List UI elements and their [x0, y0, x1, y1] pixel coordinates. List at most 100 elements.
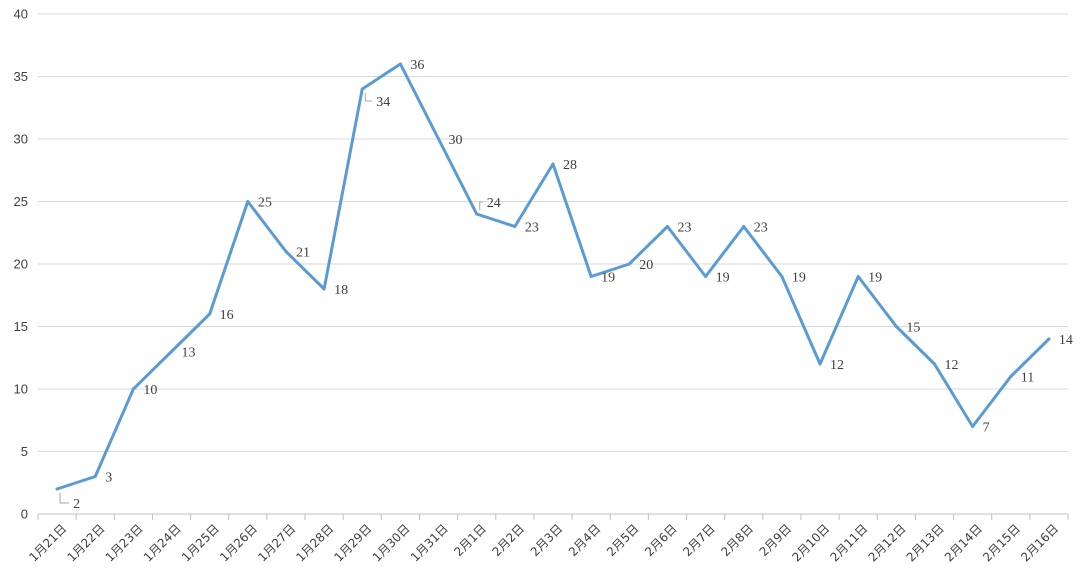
x-tick-label: 1月26日 — [217, 521, 260, 564]
data-label: 3 — [105, 471, 112, 486]
data-point — [322, 287, 326, 291]
data-point — [1009, 375, 1013, 378]
data-label: 30 — [449, 133, 463, 148]
data-point — [665, 225, 669, 228]
x-tick-label: 1月31日 — [408, 521, 451, 564]
x-tick-label: 1月24日 — [141, 521, 184, 564]
data-point — [818, 362, 822, 366]
data-labels: 2310131625211834363024232819202319231912… — [59, 58, 1073, 512]
x-tick-label: 2月5日 — [604, 521, 642, 559]
x-tick-label: 2月13日 — [904, 521, 947, 564]
series-line — [55, 62, 1051, 491]
y-tick-label: 40 — [14, 7, 28, 22]
y-tick-label: 10 — [14, 382, 28, 397]
data-point — [437, 137, 441, 141]
data-point — [246, 200, 250, 203]
data-point — [284, 250, 288, 253]
data-point — [971, 425, 975, 428]
data-point — [1047, 337, 1051, 341]
x-tick-label: 2月16日 — [1018, 521, 1061, 564]
data-label-leader-line — [364, 93, 373, 102]
data-label: 19 — [601, 271, 615, 286]
x-tick-label: 1月30日 — [370, 521, 413, 564]
data-label: 7 — [983, 421, 990, 436]
axes — [37, 513, 1069, 520]
y-axis-tick-labels: 0 5 10 15 20 25 30 35 40 — [14, 7, 28, 522]
x-tick-label: 2月8日 — [718, 521, 756, 559]
data-point — [589, 275, 593, 278]
data-point — [55, 487, 59, 491]
data-label: 11 — [1021, 371, 1034, 386]
data-label: 23 — [754, 221, 768, 236]
x-tick-label: 2月6日 — [642, 521, 680, 559]
data-label: 10 — [143, 383, 157, 398]
x-tick-label: 1月29日 — [332, 521, 375, 564]
data-point — [856, 275, 860, 278]
data-label: 15 — [906, 321, 920, 336]
data-label: 23 — [525, 221, 539, 236]
x-tick-label: 2月11日 — [827, 521, 870, 564]
data-label-leader-line — [479, 201, 483, 210]
y-tick-label: 0 — [21, 507, 28, 522]
data-label: 14 — [1059, 333, 1073, 348]
data-point — [475, 212, 479, 216]
data-label: 34 — [376, 95, 390, 110]
x-tick-label: 2月12日 — [866, 521, 909, 564]
data-label: 20 — [639, 258, 653, 273]
x-tick-label: 1月25日 — [179, 521, 222, 564]
x-tick-label: 1月22日 — [64, 521, 107, 564]
data-point — [742, 225, 746, 228]
y-tick-label: 35 — [14, 69, 28, 84]
x-tick-label: 2月4日 — [566, 521, 604, 559]
data-label: 18 — [334, 283, 348, 298]
x-tick-label: 2月10日 — [789, 521, 832, 564]
data-point — [932, 362, 936, 366]
x-tick-label: 2月15日 — [980, 521, 1023, 564]
data-point — [513, 225, 517, 228]
data-label: 2 — [73, 497, 80, 512]
x-tick-label: 1月23日 — [103, 521, 146, 564]
data-label: 21 — [296, 246, 310, 261]
x-tick-label: 2月1日 — [451, 521, 489, 559]
x-tick-label: 2月3日 — [528, 521, 566, 559]
data-label: 36 — [410, 58, 424, 73]
data-point — [551, 162, 555, 166]
data-point — [208, 312, 212, 316]
x-tick-label: 2月7日 — [680, 521, 718, 559]
data-point — [131, 387, 135, 391]
data-label: 12 — [830, 358, 844, 373]
data-point — [627, 262, 631, 266]
data-point — [704, 275, 708, 278]
x-tick-label: 2月9日 — [757, 521, 795, 559]
data-label: 28 — [563, 158, 577, 173]
y-tick-label: 20 — [14, 257, 28, 272]
data-point — [93, 475, 97, 478]
data-point — [894, 325, 898, 328]
data-label: 19 — [792, 271, 806, 286]
data-point — [170, 350, 174, 353]
data-point — [360, 87, 364, 91]
x-axis-tick-labels: 1月21日1月22日1月23日1月24日1月25日1月26日1月27日1月28日… — [26, 521, 1061, 564]
y-tick-label: 30 — [14, 132, 28, 147]
data-label: 19 — [716, 271, 730, 286]
data-point — [398, 62, 402, 66]
data-label: 24 — [487, 196, 501, 211]
x-tick-label: 1月21日 — [26, 521, 69, 564]
data-label: 12 — [944, 358, 958, 373]
data-point — [780, 275, 784, 278]
data-label-leader-line — [59, 493, 70, 504]
data-label: 25 — [258, 196, 272, 211]
x-tick-label: 1月27日 — [255, 521, 298, 564]
data-label: 19 — [868, 271, 882, 286]
y-tick-label: 15 — [14, 319, 28, 334]
x-tick-label: 1月28日 — [293, 521, 336, 564]
x-tick-label: 2月2日 — [490, 521, 528, 559]
gridlines — [38, 13, 1068, 452]
data-label: 13 — [182, 346, 196, 361]
y-tick-label: 5 — [21, 444, 28, 459]
x-tick-label: 2月14日 — [942, 521, 985, 564]
data-label: 23 — [677, 221, 691, 236]
data-label: 16 — [220, 308, 234, 323]
y-tick-label: 25 — [14, 194, 28, 209]
